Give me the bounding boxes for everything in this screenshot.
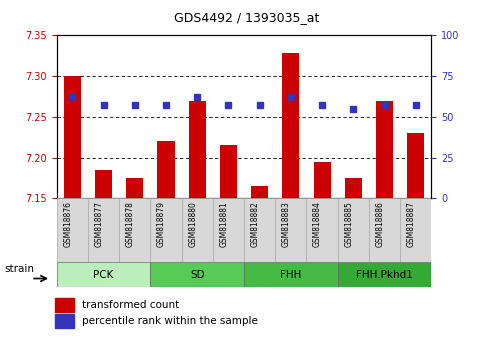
Bar	[55, 298, 74, 312]
Text: transformed count: transformed count	[82, 300, 179, 310]
Text: SD: SD	[190, 270, 205, 280]
Text: GSM818880: GSM818880	[188, 201, 197, 247]
Text: GSM818882: GSM818882	[250, 201, 260, 247]
Bar	[314, 161, 331, 198]
Bar	[338, 198, 369, 262]
Text: GSM818887: GSM818887	[407, 201, 416, 247]
Bar	[244, 262, 338, 287]
Bar	[57, 262, 150, 287]
Bar	[376, 101, 393, 198]
Bar	[150, 198, 181, 262]
Text: GSM818878: GSM818878	[126, 201, 135, 247]
Bar	[407, 133, 424, 198]
Bar	[275, 198, 307, 262]
Bar	[88, 198, 119, 262]
Bar	[244, 198, 275, 262]
Text: strain: strain	[4, 264, 35, 274]
Bar	[282, 53, 299, 198]
Bar	[64, 76, 81, 198]
Bar	[251, 186, 268, 198]
Bar	[150, 262, 244, 287]
Text: GSM818883: GSM818883	[282, 201, 291, 247]
Text: GSM818886: GSM818886	[376, 201, 385, 247]
Text: PCK: PCK	[93, 270, 114, 280]
Bar	[307, 198, 338, 262]
Text: FHH: FHH	[280, 270, 302, 280]
Bar	[119, 198, 150, 262]
Bar	[57, 198, 88, 262]
Text: GSM818876: GSM818876	[63, 201, 72, 247]
Text: GDS4492 / 1393035_at: GDS4492 / 1393035_at	[174, 11, 319, 24]
Text: GSM818879: GSM818879	[157, 201, 166, 247]
Text: GSM818885: GSM818885	[344, 201, 353, 247]
Bar	[126, 178, 143, 198]
Text: GSM818877: GSM818877	[95, 201, 104, 247]
Bar	[345, 178, 362, 198]
Bar	[400, 198, 431, 262]
Bar	[338, 262, 431, 287]
Text: FHH.Pkhd1: FHH.Pkhd1	[356, 270, 413, 280]
Bar	[213, 198, 244, 262]
Bar	[157, 141, 175, 198]
Text: GSM818881: GSM818881	[219, 201, 228, 247]
Bar	[95, 170, 112, 198]
Bar	[189, 101, 206, 198]
Bar	[55, 314, 74, 328]
Text: percentile rank within the sample: percentile rank within the sample	[82, 316, 258, 326]
Bar	[181, 198, 213, 262]
Bar	[220, 145, 237, 198]
Text: GSM818884: GSM818884	[313, 201, 322, 247]
Bar	[369, 198, 400, 262]
